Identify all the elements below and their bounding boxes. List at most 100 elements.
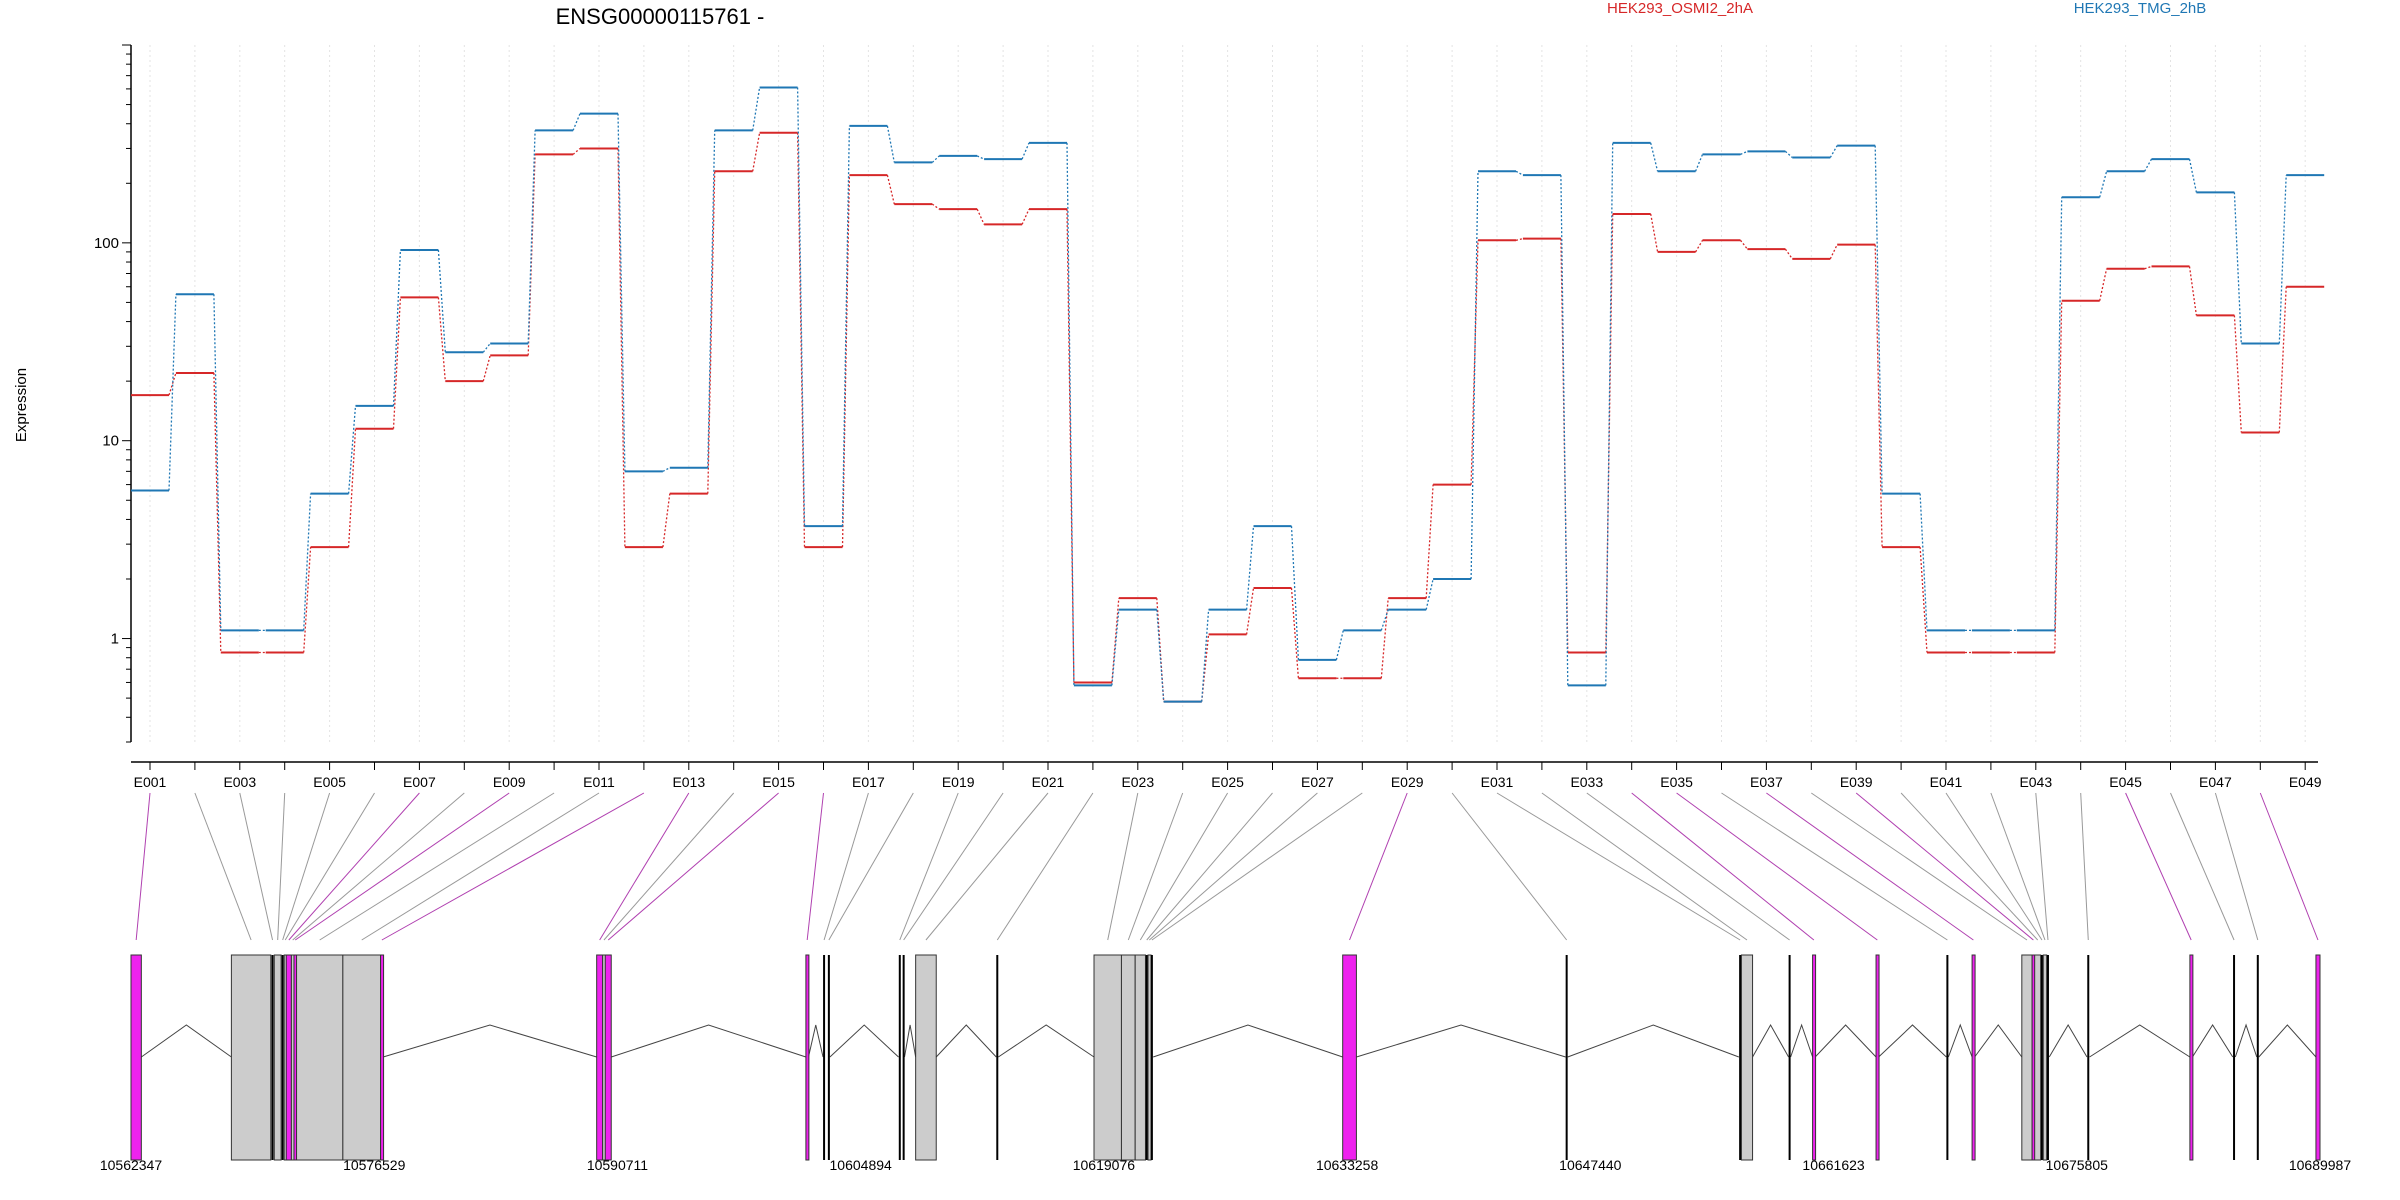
connector-E023 (1107, 792, 1139, 941)
grid-lines (149, 45, 2306, 742)
intron (1947, 1023, 1973, 1058)
x-tick-label: E027 (1301, 774, 1334, 790)
coordinate-label: 10689987 (2289, 1157, 2352, 1173)
x-tick-label: E003 (223, 774, 256, 790)
x-tick-label: E035 (1660, 774, 1693, 790)
intron (1790, 1023, 1814, 1058)
legend-series-2: HEK293_TMG_2hB (2074, 0, 2207, 17)
connector-E001 (135, 792, 151, 941)
intron (2258, 1024, 2317, 1058)
x-tick-label: E015 (762, 774, 795, 790)
exon-E045 (2189, 954, 2194, 1161)
coordinate-label: 10661623 (1802, 1157, 1865, 1173)
intron (141, 1024, 232, 1058)
exon-E027 (1147, 954, 1152, 1161)
intron (611, 1024, 807, 1058)
exon-E038 (2021, 954, 2033, 1161)
exon-E024 (1120, 954, 1136, 1161)
intron (1567, 1024, 1740, 1058)
genomic-coordinates: 10562347 10576529 10590711 10604894 10619076… (100, 1157, 2352, 1173)
exon-E023 (1093, 954, 1122, 1161)
exon-E004 (273, 954, 282, 1161)
connector-E044 (2080, 792, 2089, 941)
x-tick-label: E021 (1032, 774, 1065, 790)
connector-E031 (1496, 792, 1741, 941)
connector-E019 (899, 792, 959, 941)
x-tick-label: E039 (1840, 774, 1873, 790)
connector-E040 (1900, 792, 2039, 941)
intron (807, 1024, 824, 1058)
connector-E035 (1676, 792, 1878, 941)
x-tick-label: E011 (583, 774, 615, 790)
connector-E008 (292, 792, 465, 941)
connector-E013 (599, 792, 690, 941)
exon-E021 (915, 954, 937, 1161)
coordinate-label: 10590711 (587, 1157, 648, 1173)
connector-E046 (2170, 792, 2235, 941)
connector-E048 (2259, 792, 2319, 941)
y-ticks: 1 10 100 (94, 44, 131, 743)
connector-E012 (381, 792, 645, 941)
exon-E016 (805, 954, 810, 1161)
intron (2192, 1024, 2234, 1058)
exon-E015 (604, 954, 612, 1161)
connector-E041 (1945, 792, 2043, 941)
exon-E002 (230, 954, 272, 1161)
connector-E003 (239, 792, 274, 941)
coordinate-label: 10619076 (1073, 1157, 1136, 1173)
connector-E028 (1151, 792, 1363, 941)
exon-E025 (1134, 954, 1146, 1161)
x-tick-label: E031 (1481, 774, 1514, 790)
x-tick-label: E013 (672, 774, 705, 790)
connector-E020 (903, 792, 1004, 941)
connector-E017 (823, 792, 869, 941)
connector-E007 (288, 792, 420, 941)
intron (829, 1024, 899, 1058)
y-tick-label: 100 (94, 235, 119, 252)
exon-E035 (1875, 954, 1880, 1161)
connector-E039 (1855, 792, 2034, 941)
x-ticks: E001 E003 E005 E007 E009 E011 E013 E015 E017 E019… (134, 762, 2322, 790)
x-tick-label: E009 (493, 774, 526, 790)
x-tick-label: E023 (1121, 774, 1154, 790)
exon-E042 (2042, 954, 2048, 1161)
intron (383, 1024, 597, 1058)
y-tick-label: 1 (111, 631, 119, 648)
coordinate-label: 10633258 (1316, 1157, 1379, 1173)
intron (998, 1024, 1095, 1058)
series-2-line (168, 87, 2287, 702)
connector-E006 (284, 792, 375, 941)
intron (904, 1024, 917, 1058)
exon-E007 (285, 954, 292, 1161)
intron (1153, 1024, 1343, 1058)
coordinate-label: 10562347 (100, 1157, 163, 1173)
connector-E011 (361, 792, 600, 941)
exon-E034 (1812, 954, 1817, 1161)
coordinate-label: 10647440 (1559, 1157, 1622, 1173)
connector-E032 (1541, 792, 1748, 941)
x-tick-label: E049 (2289, 774, 2322, 790)
connector-E004 (277, 792, 286, 941)
connector-E033 (1586, 792, 1790, 941)
connector-E016 (806, 792, 824, 941)
connector-E038 (1811, 792, 2028, 941)
intron (2089, 1024, 2191, 1058)
x-tick-label: E001 (134, 774, 167, 790)
x-tick-label: E037 (1750, 774, 1783, 790)
series-2 (131, 86, 2325, 703)
connector-E029 (1349, 792, 1408, 941)
chart-title: ENSG00000115761 - (556, 4, 765, 29)
connector-E047 (2214, 792, 2259, 941)
x-tick-label: E019 (942, 774, 975, 790)
exon-E029 (1342, 954, 1357, 1161)
gene-model (130, 954, 2321, 1161)
connector-E034 (1631, 792, 1815, 941)
x-tick-label: E047 (2199, 774, 2232, 790)
exon-E013 (596, 954, 604, 1161)
connector-E036 (1721, 792, 1948, 941)
connector-E021 (925, 792, 1049, 941)
x-tick-label: E033 (1570, 774, 1603, 790)
exon-E011 (342, 954, 382, 1161)
intron (2234, 1023, 2258, 1058)
